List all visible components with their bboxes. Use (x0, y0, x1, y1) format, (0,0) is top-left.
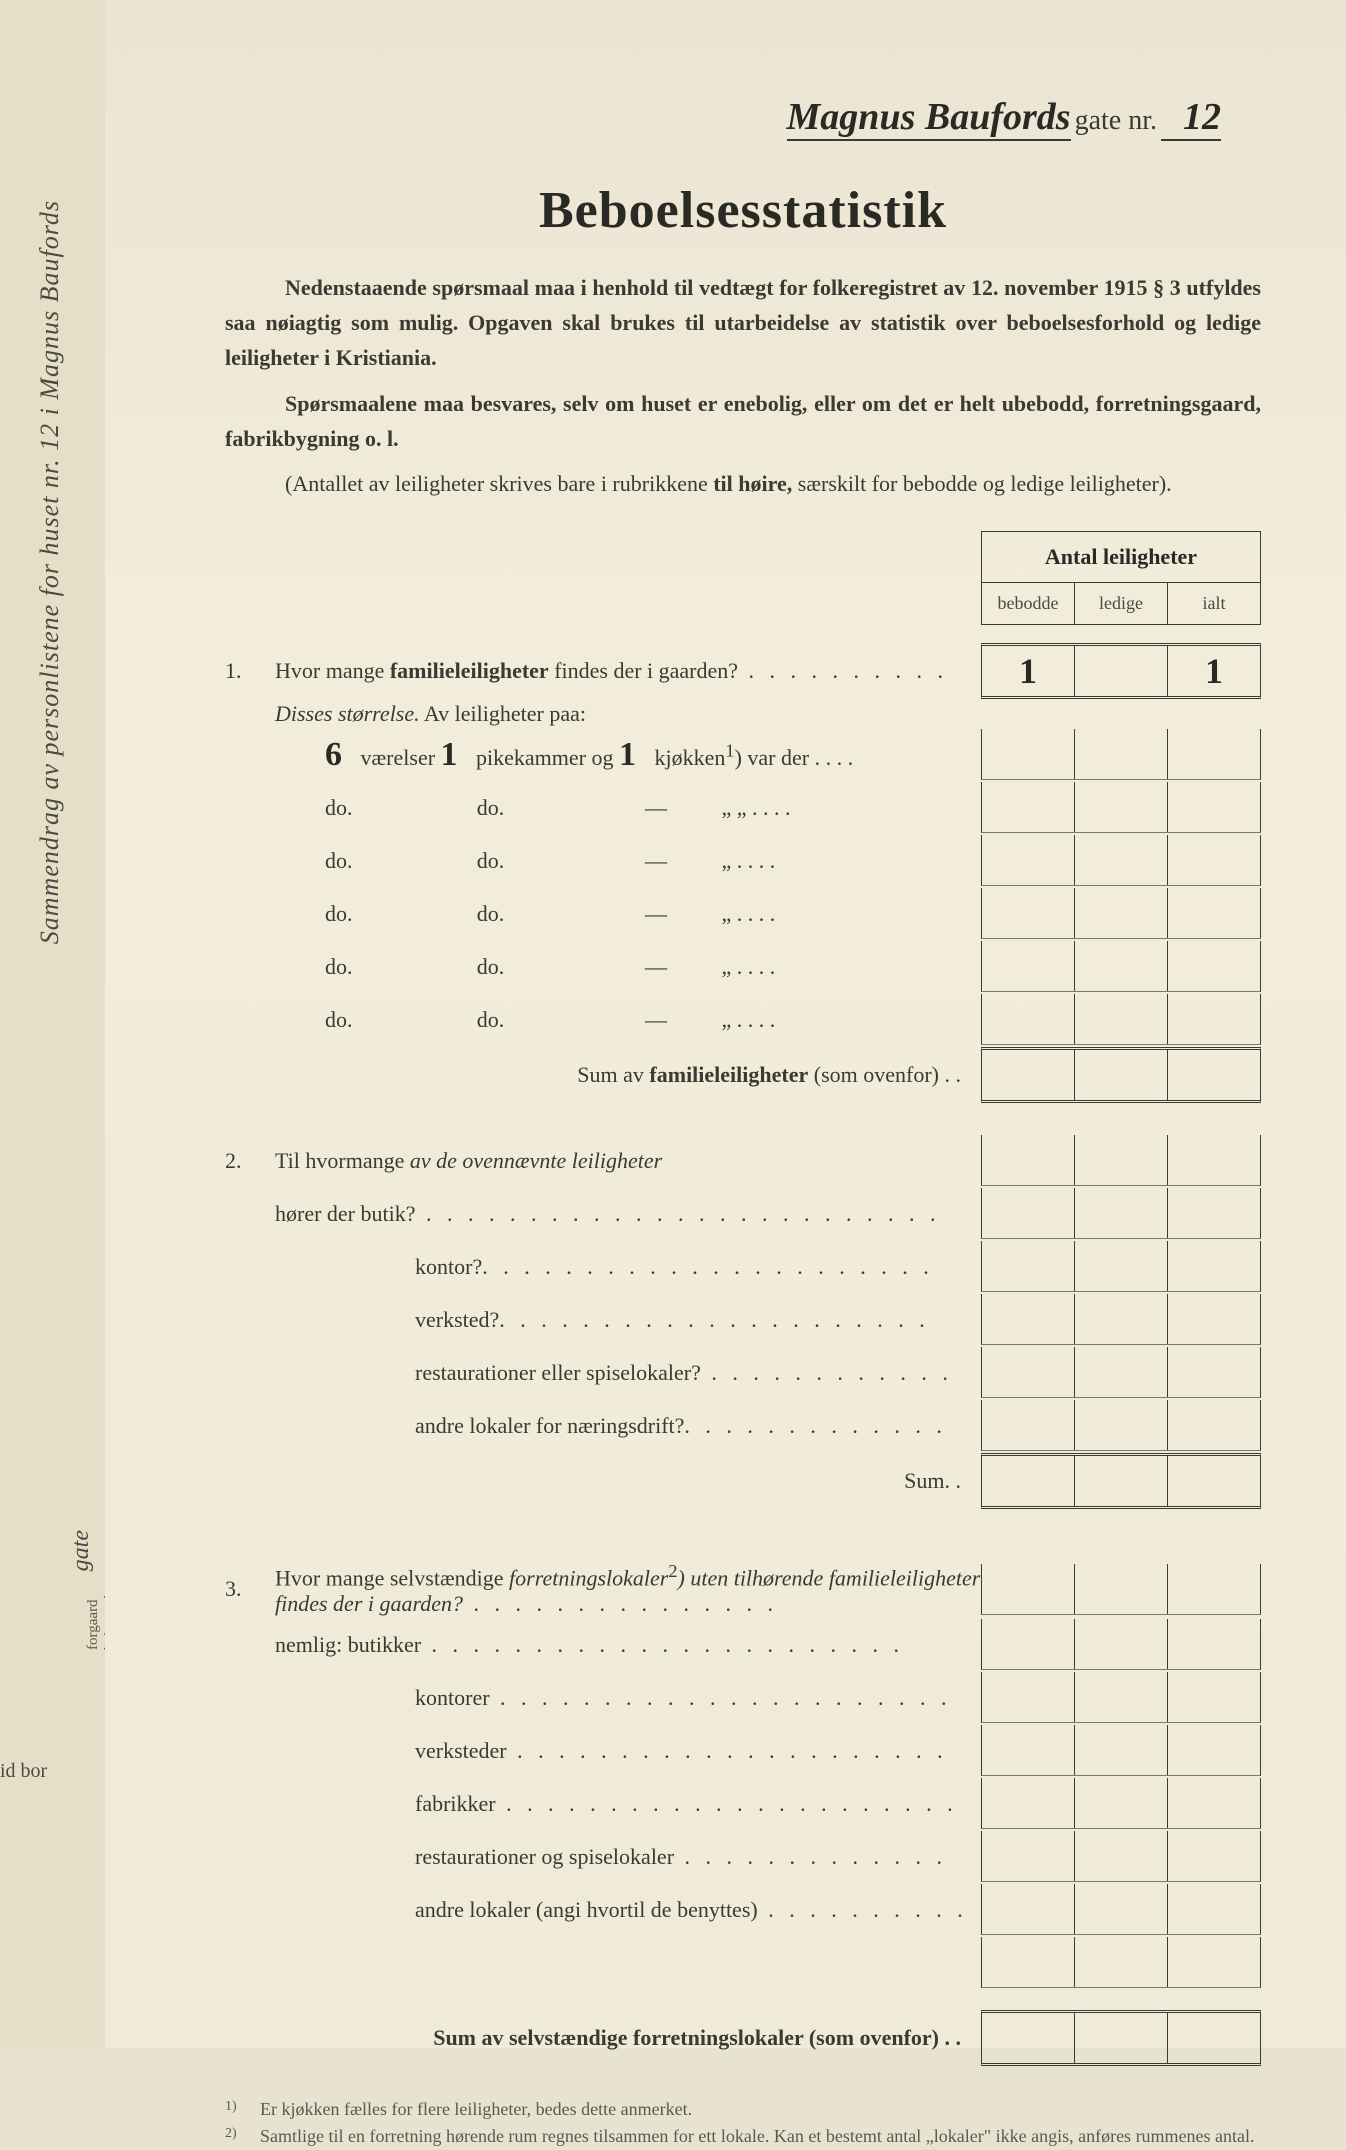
q3-line4: restaurationer og spiselokaler . . . . .… (225, 1831, 1261, 1882)
footnote-2-num: 2) (225, 2123, 260, 2150)
q1-answer-cells: 1 1 (981, 643, 1261, 699)
q1-ledige (1075, 646, 1168, 696)
street-name-handwritten: Magnus Baufords (787, 96, 1071, 138)
q1-row1-cells (981, 729, 1261, 780)
q1-number: 1. (225, 658, 275, 684)
intro-paragraph-3: (Antallet av leiligheter skrives bare i … (225, 466, 1261, 501)
document-title: Beboelsesstatistik (225, 181, 1261, 240)
rooms-value: 6 (325, 736, 355, 774)
col-bebodde: bebodde (982, 583, 1075, 624)
left-strip: Sammendrag av personlistene for huset nr… (0, 0, 105, 2048)
header-address: Magnus Baufords gate nr. 12 (225, 95, 1261, 141)
q2-line3: verksted?. . . . . . . . . . . . . . . .… (225, 1294, 1261, 1345)
footnotes: 1) Er kjøkken fælles for flere leilighet… (225, 2096, 1261, 2150)
q3-row: 3. Hvor mange selvstændige forretningslo… (225, 1561, 1261, 1617)
col-ledige: ledige (1075, 583, 1168, 624)
footnote-2: Samtlige til en forretning hørende rum r… (260, 2123, 1255, 2150)
content-area: Antal leiligheter bebodde ledige ialt 1.… (225, 531, 1261, 2150)
vertical-gate-label: gate (68, 1530, 95, 1571)
q1-size-row-4: do. do. — „ . . . . (225, 888, 1261, 939)
q2-sum-row: Sum. . (225, 1453, 1261, 1509)
document-page: Magnus Baufords gate nr. 12 Beboelsessta… (105, 0, 1346, 2048)
q2-line1: hører der butik? . . . . . . . . . . . .… (225, 1188, 1261, 1239)
q2-row: 2. Til hvormange av de ovennævnte leilig… (225, 1135, 1261, 1186)
q1-subtitle: Disses størrelse. Av leiligheter paa: (275, 701, 981, 727)
table-header: Antal leiligheter bebodde ledige ialt (981, 531, 1261, 625)
house-number-handwritten: 12 (1183, 96, 1221, 138)
q2-number: 2. (225, 1148, 275, 1174)
vertical-side-text: Sammendrag av personlistene for huset nr… (35, 200, 65, 944)
table-header-title: Antal leiligheter (982, 532, 1260, 583)
q3-line0: nemlig: butikker . . . . . . . . . . . .… (225, 1619, 1261, 1670)
q3-sum-row: Sum av selvstændige forretningslokaler (… (225, 2010, 1261, 2066)
q1-text: Hvor mange familieleiligheter findes der… (275, 658, 981, 684)
q1-size-row-3: do. do. — „ . . . . (225, 835, 1261, 886)
q2-text: Til hvormange av de ovennævnte leilighet… (275, 1148, 981, 1174)
q3-line3: fabrikker . . . . . . . . . . . . . . . … (225, 1778, 1261, 1829)
footnote-1-num: 1) (225, 2096, 260, 2123)
q3-number: 3. (225, 1576, 275, 1602)
q3-text: Hvor mange selvstændige forretningslokal… (275, 1561, 981, 1617)
intro-paragraph-2: Spørsmaalene maa besvares, selv om huset… (225, 386, 1261, 456)
pike-value: 1 (441, 736, 471, 774)
footnote-1: Er kjøkken fælles for flere leiligheter,… (260, 2096, 692, 2123)
q3-line1: kontorer . . . . . . . . . . . . . . . .… (225, 1672, 1261, 1723)
q1-row: 1. Hvor mange familieleiligheter findes … (225, 643, 1261, 699)
q1-sum-row: Sum av familieleiligheter (som ovenfor) … (225, 1047, 1261, 1103)
q1-ialt: 1 (1168, 646, 1260, 696)
gate-label: gate nr. (1075, 105, 1157, 136)
q1-size-row-5: do. do. — „ . . . . (225, 941, 1261, 992)
q1-size-row-2: do. do. — „ „ . . . . (225, 782, 1261, 833)
q2-line2: kontor?. . . . . . . . . . . . . . . . .… (225, 1241, 1261, 1292)
q3-line5: andre lokaler (angi hvortil de benyttes)… (225, 1884, 1261, 1935)
kitchen-value: 1 (619, 736, 649, 774)
q3-line2: verksteder . . . . . . . . . . . . . . .… (225, 1725, 1261, 1776)
q3-blank (225, 1937, 1261, 1988)
q1-subtitle-row: Disses størrelse. Av leiligheter paa: (225, 701, 1261, 727)
q1-size-row-6: do. do. — „ . . . . (225, 994, 1261, 1045)
margin-fragment: id bor (0, 1760, 47, 1783)
q1-bebodde: 1 (982, 646, 1075, 696)
q2-line5: andre lokaler for næringsdrift?. . . . .… (225, 1400, 1261, 1451)
q2-line4: restaurationer eller spiselokaler? . . .… (225, 1347, 1261, 1398)
intro-paragraph-1: Nedenstaaende spørsmaal maa i henhold ti… (225, 270, 1261, 376)
q1-size-row-1: 6 værelser 1 pikekammer og 1 kjøkken1) v… (225, 729, 1261, 780)
col-ialt: ialt (1168, 583, 1260, 624)
